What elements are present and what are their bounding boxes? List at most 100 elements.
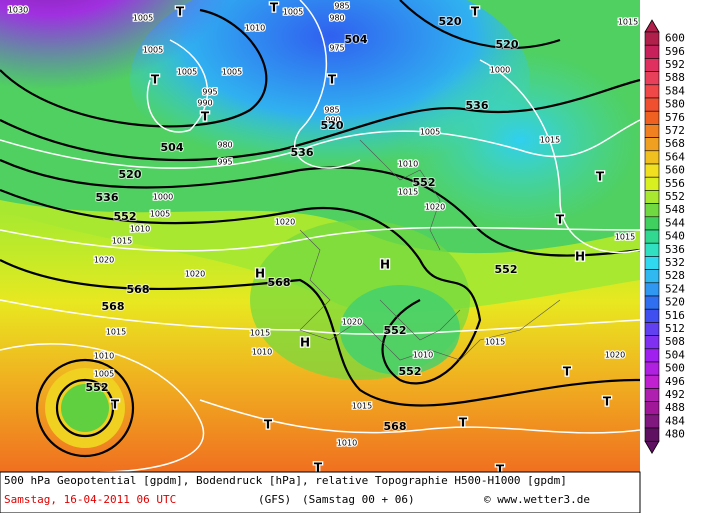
contour-label: 520 <box>321 119 344 132</box>
pressure-label: 1005 <box>150 210 170 219</box>
legend-swatch <box>644 58 660 72</box>
footer-run: (Samstag 00 + 06) <box>302 493 415 506</box>
legend-value: 564 <box>665 150 685 163</box>
pressure-center-marker: H <box>575 250 585 264</box>
contour-label: 504 <box>161 141 184 154</box>
pressure-label: 985 <box>324 106 339 115</box>
legend-swatch <box>644 84 660 99</box>
legend-value: 480 <box>665 428 685 441</box>
pressure-center-marker: T <box>176 5 185 19</box>
pressure-label: 1015 <box>398 188 418 197</box>
legend-swatch <box>644 295 660 310</box>
pressure-label: 1015 <box>615 233 635 242</box>
pressure-center-marker: T <box>603 395 612 409</box>
legend-value: 492 <box>665 388 685 401</box>
legend-swatch <box>644 256 660 270</box>
pressure-label: 1020 <box>425 203 445 212</box>
contour-label: 552 <box>384 324 407 337</box>
legend-swatch <box>644 427 660 442</box>
pressure-center-marker: H <box>380 258 390 272</box>
pressure-label: 1000 <box>490 66 510 75</box>
pressure-label: 1015 <box>618 18 638 27</box>
legend-value: 516 <box>665 309 685 322</box>
legend-swatch <box>644 282 660 297</box>
legend-value: 508 <box>665 335 685 348</box>
legend-value: 552 <box>665 190 685 203</box>
pressure-label: 1010 <box>337 439 357 448</box>
pressure-label: 1005 <box>222 68 242 77</box>
legend-swatch <box>644 137 660 152</box>
legend-value: 532 <box>665 256 685 269</box>
pressure-label: 1005 <box>143 46 163 55</box>
pressure-label: 990 <box>325 116 340 125</box>
contour-label: 536 <box>291 146 314 159</box>
contour-label: 520 <box>496 38 519 51</box>
legend-swatch <box>644 374 660 389</box>
legend-swatch <box>644 388 660 402</box>
footer-description: 500 hPa Geopotential [gpdm], Bodendruck … <box>4 474 567 487</box>
pressure-center-marker: T <box>270 1 279 15</box>
pressure-label: 1020 <box>94 256 114 265</box>
legend-value: 504 <box>665 348 685 361</box>
legend-swatch <box>644 190 660 204</box>
footer-box <box>0 471 641 513</box>
contour-label: 552 <box>495 263 518 276</box>
legend-value: 596 <box>665 45 685 58</box>
pressure-label: 1005 <box>283 8 303 17</box>
legend-value: 512 <box>665 322 685 335</box>
legend-swatch <box>644 97 660 112</box>
legend-value: 536 <box>665 243 685 256</box>
pressure-center-marker: T <box>264 418 273 432</box>
pressure-label: 995 <box>202 88 217 97</box>
pressure-label: 1015 <box>250 329 270 338</box>
legend-swatch <box>644 229 660 244</box>
pressure-center-marker: H <box>255 267 265 281</box>
contour-label: 536 <box>466 99 489 112</box>
pressure-label: 1015 <box>112 237 132 246</box>
pressure-label: 1020 <box>185 270 205 279</box>
pressure-center-marker: T <box>496 463 505 477</box>
contour-label: 504 <box>345 33 368 46</box>
legend-value: 540 <box>665 230 685 243</box>
pressure-center-marker: T <box>151 73 160 87</box>
contour-label: 568 <box>268 276 291 289</box>
legend-value: 576 <box>665 111 685 124</box>
pressure-label: 985 <box>334 2 349 11</box>
pressure-center-marker: T <box>314 461 323 475</box>
legend-value: 544 <box>665 216 685 229</box>
legend-value: 568 <box>665 137 685 150</box>
legend-swatch <box>644 124 660 138</box>
pressure-label: 1010 <box>252 348 272 357</box>
contour-label: 520 <box>439 15 462 28</box>
legend-swatch <box>644 414 660 429</box>
legend-swatch <box>644 335 660 350</box>
pressure-label: 1015 <box>106 328 126 337</box>
contour-label: 552 <box>413 176 436 189</box>
pressure-label: 1030 <box>8 6 28 15</box>
legend-value: 528 <box>665 269 685 282</box>
legend-value: 524 <box>665 282 685 295</box>
pressure-center-marker: H <box>300 336 310 350</box>
contour-label: 568 <box>102 300 125 313</box>
contour-label: 552 <box>399 365 422 378</box>
legend-swatch <box>644 348 660 363</box>
map-area <box>0 0 641 473</box>
legend-arrow-top <box>644 19 660 33</box>
color-legend: 6005965925885845805765725685645605565525… <box>644 19 685 454</box>
legend-value: 500 <box>665 362 685 375</box>
legend-swatch <box>644 44 660 59</box>
pressure-center-marker: T <box>459 416 468 430</box>
pressure-center-marker: T <box>111 398 120 412</box>
pressure-label: 1005 <box>133 14 153 23</box>
pressure-label: 995 <box>217 158 232 167</box>
footer-credit: © www.wetter3.de <box>484 493 590 506</box>
pressure-center-marker: T <box>563 365 572 379</box>
legend-value: 592 <box>665 58 685 71</box>
legend-value: 556 <box>665 177 685 190</box>
pressure-label: 1010 <box>130 225 150 234</box>
contour-label: 536 <box>96 191 119 204</box>
pressure-label: 1020 <box>275 218 295 227</box>
